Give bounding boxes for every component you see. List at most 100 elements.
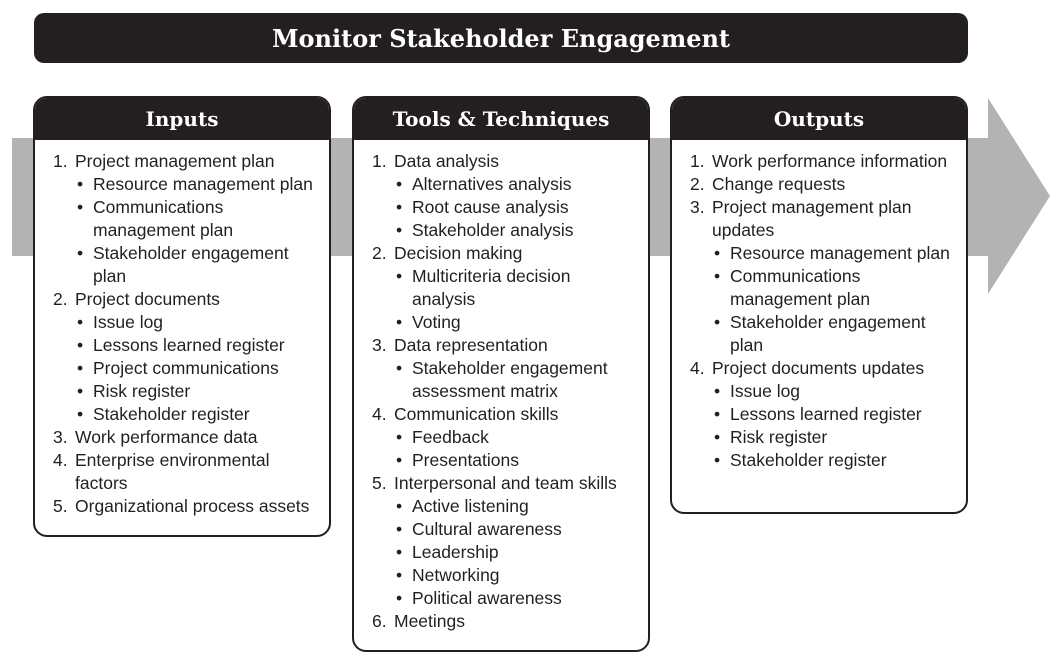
sub-item-label: Resource management plan — [93, 174, 313, 194]
bullet-icon: • — [396, 496, 403, 516]
sub-item-label: Stakeholder register — [730, 450, 887, 470]
list-item: 4. Enterprise environmental factors — [53, 449, 313, 495]
bullet-icon: • — [77, 404, 84, 424]
sub-list-item: • Communications management plan — [714, 265, 950, 311]
bullet-icon: • — [77, 335, 84, 355]
item-label: Organizational process assets — [75, 496, 310, 516]
bullet-icon: • — [714, 450, 721, 470]
item-label: Meetings — [394, 611, 466, 631]
item-number: 3. — [690, 197, 705, 217]
list-item: 5. Interpersonal and team skills — [372, 472, 632, 495]
bullet-icon: • — [714, 427, 721, 447]
sub-list-item: • Resource management plan — [77, 173, 313, 196]
sub-list-item: • Cultural awareness — [396, 518, 632, 541]
bullet-icon: • — [714, 243, 721, 263]
inputs-panel: Inputs 1. Project management plan • Resourc… — [33, 96, 331, 537]
sub-list-item: • Stakeholder engagement assessment matri… — [396, 357, 632, 403]
item-number: 2. — [53, 289, 68, 309]
bullet-icon: • — [396, 358, 403, 378]
sub-item-label: Root cause analysis — [412, 197, 569, 217]
sub-list-item: • Resource management plan — [714, 242, 950, 265]
item-number: 5. — [53, 496, 68, 516]
sub-item-label: Stakeholder register — [93, 404, 250, 424]
item-label: Project management plan updates — [712, 197, 912, 240]
sub-item-label: Stakeholder analysis — [412, 220, 574, 240]
list-item: 2. Decision making — [372, 242, 632, 265]
list-item: 4. Project documents updates — [690, 357, 950, 380]
sub-item-label: Presentations — [412, 450, 520, 470]
bullet-icon: • — [77, 381, 84, 401]
list-item: 1. Work performance information — [690, 150, 950, 173]
item-number: 2. — [372, 243, 387, 263]
sub-list-item: • Stakeholder engagement plan — [714, 311, 950, 357]
sub-list-item: • Root cause analysis — [396, 196, 632, 219]
item-number: 3. — [372, 335, 387, 355]
item-label: Enterprise environmental factors — [75, 450, 270, 493]
item-number: 1. — [372, 151, 387, 171]
bullet-icon: • — [396, 519, 403, 539]
bullet-icon: • — [396, 565, 403, 585]
sub-item-label: Lessons learned register — [730, 404, 922, 424]
item-number: 2. — [690, 174, 705, 194]
sub-list-item: • Feedback — [396, 426, 632, 449]
item-number: 3. — [53, 427, 68, 447]
bullet-icon: • — [77, 358, 84, 378]
sub-item-label: Feedback — [412, 427, 489, 447]
list-item: 3. Work performance data — [53, 426, 313, 449]
item-label: Interpersonal and team skills — [394, 473, 617, 493]
bullet-icon: • — [714, 266, 721, 286]
sub-list-item: • Issue log — [714, 380, 950, 403]
item-label: Project documents — [75, 289, 220, 309]
sub-item-label: Resource management plan — [730, 243, 950, 263]
sub-item-label: Stakeholder engagement plan — [730, 312, 926, 355]
bullet-icon: • — [714, 404, 721, 424]
sub-item-label: Leadership — [412, 542, 499, 562]
item-number: 4. — [372, 404, 387, 424]
bullet-icon: • — [396, 450, 403, 470]
sub-item-label: Active listening — [412, 496, 529, 516]
list-item: 2. Project documents — [53, 288, 313, 311]
sub-item-label: Stakeholder engagement plan — [93, 243, 289, 286]
sub-item-label: Communications management plan — [730, 266, 871, 309]
list-item: 2. Change requests — [690, 173, 950, 196]
bullet-icon: • — [396, 427, 403, 447]
bullet-icon: • — [396, 266, 403, 286]
sub-item-label: Cultural awareness — [412, 519, 562, 539]
sub-item-label: Issue log — [93, 312, 164, 332]
sub-list-item: • Presentations — [396, 449, 632, 472]
outputs-panel: Outputs 1. Work performance information 2.… — [670, 96, 968, 514]
tools-techniques-list: 1. Data analysis • Alternatives analysis • Ro… — [354, 140, 642, 633]
bullet-icon: • — [77, 197, 84, 217]
sub-item-label: Multicriteria decision analysis — [412, 266, 571, 309]
inputs-heading: Inputs — [35, 98, 329, 140]
item-number: 1. — [690, 151, 705, 171]
sub-list-item: • Lessons learned register — [714, 403, 950, 426]
item-label: Change requests — [712, 174, 846, 194]
item-label: Data representation — [394, 335, 548, 355]
inputs-list: 1. Project management plan • Resource manag… — [35, 140, 323, 518]
item-label: Data analysis — [394, 151, 500, 171]
sub-list-item: • Risk register — [77, 380, 313, 403]
item-number: 5. — [372, 473, 387, 493]
sub-list-item: • Lessons learned register — [77, 334, 313, 357]
list-item: 1. Project management plan — [53, 150, 313, 173]
bullet-icon: • — [396, 312, 403, 332]
list-item: 6. Meetings — [372, 610, 632, 633]
sub-item-label: Alternatives analysis — [412, 174, 572, 194]
bullet-icon: • — [77, 312, 84, 332]
bullet-icon: • — [396, 174, 403, 194]
list-item: 1. Data analysis — [372, 150, 632, 173]
sub-list-item: • Networking — [396, 564, 632, 587]
sub-item-label: Issue log — [730, 381, 801, 401]
bullet-icon: • — [396, 542, 403, 562]
bullet-icon: • — [714, 381, 721, 401]
list-item: 5. Organizational process assets — [53, 495, 313, 518]
sub-list-item: • Alternatives analysis — [396, 173, 632, 196]
sub-list-item: • Issue log — [77, 311, 313, 334]
bullet-icon: • — [77, 174, 84, 194]
bullet-icon: • — [396, 588, 403, 608]
sub-item-label: Communications management plan — [93, 197, 234, 240]
bullet-icon: • — [714, 312, 721, 332]
sub-item-label: Political awareness — [412, 588, 562, 608]
sub-list-item: • Leadership — [396, 541, 632, 564]
